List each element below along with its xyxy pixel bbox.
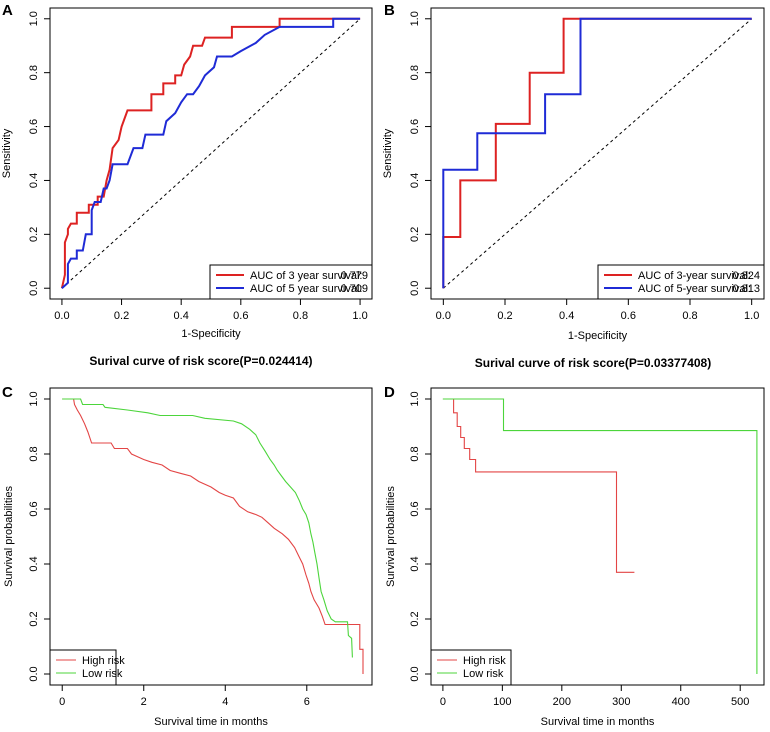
y-axis-title: Sensitivity: [382, 128, 394, 178]
y-tick-label: 0.2: [409, 611, 421, 626]
legend-label: High risk: [82, 655, 125, 667]
y-tick-label: 1.0: [28, 11, 40, 26]
x-tick-label: 400: [672, 696, 690, 708]
legend-auc-value: 0.813: [732, 283, 760, 295]
x-tick-label: 0.6: [621, 310, 636, 322]
y-tick-label: 0.6: [409, 119, 421, 134]
y-tick-label: 0.4: [409, 173, 421, 188]
x-tick-label: 0.0: [54, 310, 69, 322]
legend-label: AUC of 5-year survival:: [638, 283, 751, 295]
y-tick-label: 0.8: [28, 446, 40, 461]
legend-auc-value: 0.709: [340, 283, 368, 295]
x-tick-label: 1.0: [352, 310, 367, 322]
y-tick-label: 0.0: [409, 666, 421, 681]
panel-b-label: B: [384, 2, 395, 19]
y-tick-label: 1.0: [409, 11, 421, 26]
x-axis-title: 1-Specificity: [568, 330, 628, 342]
y-tick-label: 0.8: [409, 446, 421, 461]
y-tick-label: 0.6: [409, 501, 421, 516]
x-tick-label: 0.6: [233, 310, 248, 322]
legend-label: High risk: [463, 655, 506, 667]
x-tick-label: 300: [612, 696, 630, 708]
y-tick-label: 1.0: [409, 391, 421, 406]
y-axis-title: Sensitivity: [1, 128, 13, 178]
panel-c-title: Surival curve of risk score(P=0.024414): [89, 354, 312, 368]
y-tick-label: 0.8: [28, 65, 40, 80]
panel-d-title: Surival curve of risk score(P=0.03377408…: [475, 356, 711, 370]
plot-frame: [49, 387, 373, 686]
panel-d: D Surival curve of risk score(P=0.033774…: [384, 356, 765, 728]
panel-d-label: D: [384, 384, 395, 401]
legend-box: [209, 264, 373, 300]
x-tick-label: 0.8: [682, 310, 697, 322]
reference-diagonal-line: [443, 18, 752, 289]
legend-label: AUC of 5 year survival:: [250, 283, 362, 295]
legend-label: Low risk: [463, 668, 504, 680]
series-line-auc-of-3-year-survival: [442, 17, 752, 289]
legend-box: [49, 649, 117, 686]
y-tick-label: 0.0: [28, 281, 40, 296]
y-axis-title: Survival probabilities: [3, 486, 15, 587]
series-line-high-risk: [62, 398, 364, 674]
x-axis-title: Survival time in months: [154, 716, 268, 728]
x-tick-label: 0.4: [559, 310, 574, 322]
y-tick-label: 0.4: [28, 556, 40, 571]
y-tick-label: 1.0: [28, 391, 40, 406]
x-tick-label: 500: [731, 696, 749, 708]
x-tick-label: 0: [59, 696, 65, 708]
series-line-auc-of-3-year-survival: [60, 17, 361, 289]
series-line-high-risk: [442, 398, 635, 573]
x-tick-label: 4: [222, 696, 228, 708]
y-tick-label: 0.4: [28, 173, 40, 188]
y-tick-label: 0.0: [28, 666, 40, 681]
x-tick-label: 0.2: [114, 310, 129, 322]
legend-box: [597, 264, 765, 300]
reference-diagonal-line: [61, 18, 361, 289]
legend-label: AUC of 3-year survival:: [638, 270, 751, 282]
x-tick-label: 6: [304, 696, 310, 708]
legend-auc-value: 0.779: [340, 270, 368, 282]
x-tick-label: 100: [493, 696, 511, 708]
x-axis-title: Survival time in months: [541, 716, 655, 728]
y-tick-label: 0.2: [28, 611, 40, 626]
series-line-low-risk: [442, 398, 758, 674]
plot-frame: [430, 387, 765, 686]
panel-a: A 0.0 0.2 0.4 0.6 0.8 1.0 0.0 0.2 0.4 0.6 0.8 1.0 1-…: [1, 2, 373, 340]
series-line-low-risk: [62, 398, 353, 658]
y-tick-label: 0.2: [409, 227, 421, 242]
legend-box: [430, 649, 512, 686]
x-tick-label: 0.8: [293, 310, 308, 322]
y-tick-label: 0.6: [28, 501, 40, 516]
y-tick-label: 0.4: [409, 556, 421, 571]
legend-label: Low risk: [82, 668, 123, 680]
x-tick-label: 2: [141, 696, 147, 708]
x-tick-label: 0.2: [497, 310, 512, 322]
x-tick-label: 1.0: [744, 310, 759, 322]
x-tick-label: 0: [440, 696, 446, 708]
panel-c: C Surival curve of risk score(P=0.024414…: [2, 354, 373, 728]
legend-label: AUC of 3 year survival:: [250, 270, 362, 282]
series-line-auc-of-5-year-survival: [442, 17, 752, 289]
legend-auc-value: 0.824: [732, 270, 760, 282]
y-tick-label: 0.0: [409, 281, 421, 296]
series-line-auc-of-5-year-survival: [61, 17, 361, 289]
panel-b: B 0.0 0.2 0.4 0.6 0.8 1.0 0.0 0.2 0.4 0.6 0.8 1.0 1-…: [382, 2, 765, 342]
panel-c-label: C: [2, 384, 13, 401]
x-tick-label: 200: [553, 696, 571, 708]
y-tick-label: 0.8: [409, 65, 421, 80]
y-axis-title: Survival probabilities: [385, 486, 397, 587]
x-tick-label: 0.0: [436, 310, 451, 322]
x-tick-label: 0.4: [174, 310, 189, 322]
x-axis-title: 1-Specificity: [181, 328, 241, 340]
y-tick-label: 0.6: [28, 119, 40, 134]
y-tick-label: 0.2: [28, 227, 40, 242]
panel-a-label: A: [2, 2, 13, 19]
